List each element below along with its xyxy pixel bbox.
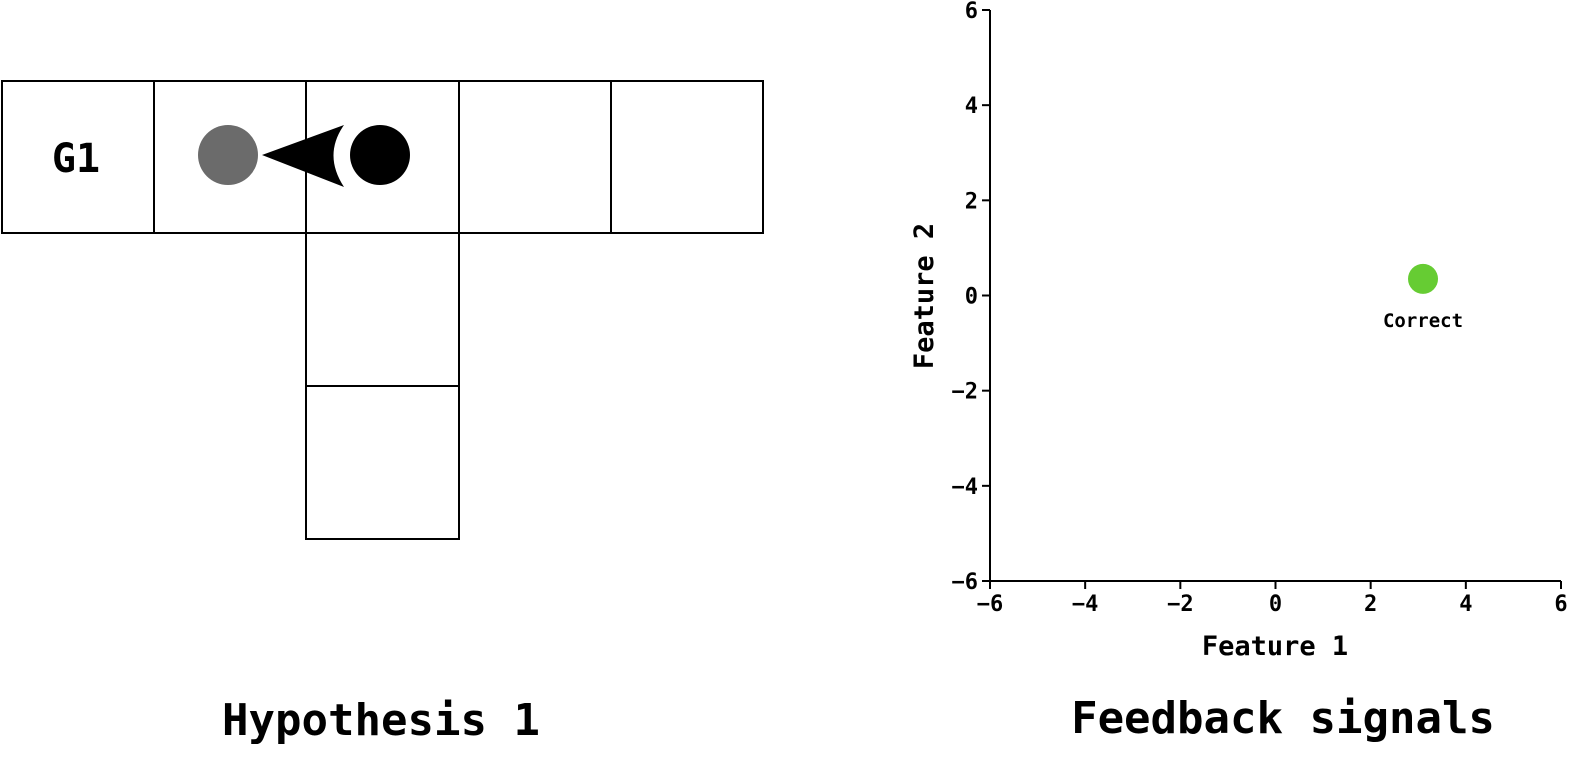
hypothesis-caption: Hypothesis 1 bbox=[222, 695, 540, 746]
x-axis-label: Feature 1 bbox=[1202, 631, 1348, 662]
chart-title: Feedback signals bbox=[1071, 693, 1495, 744]
grid-cell bbox=[610, 80, 764, 234]
y-ticks: −6 −4 −2 0 2 4 6 bbox=[952, 0, 990, 595]
x-ticks: −6 −4 −2 0 2 4 6 bbox=[977, 581, 1568, 617]
data-points: Correct bbox=[1383, 263, 1463, 332]
x-tick-label: −4 bbox=[1072, 592, 1099, 617]
grid-cell bbox=[458, 80, 612, 234]
x-tick-label: −6 bbox=[977, 592, 1004, 617]
move-left-arrow-icon bbox=[262, 125, 344, 187]
x-tick-label: 0 bbox=[1269, 592, 1282, 617]
data-point bbox=[1408, 263, 1439, 294]
gridworld: G1 Hypothesis 1 bbox=[1, 80, 764, 746]
y-tick-label: 2 bbox=[965, 189, 978, 214]
y-tick-label: 0 bbox=[965, 285, 978, 310]
data-point-label: Correct bbox=[1383, 310, 1463, 332]
x-tick-label: −2 bbox=[1167, 592, 1194, 617]
y-axis-label: Feature 2 bbox=[909, 223, 940, 369]
grid-cell bbox=[305, 232, 460, 387]
y-tick-label: 6 bbox=[965, 0, 978, 24]
grid-cell bbox=[305, 385, 460, 540]
x-tick-label: 6 bbox=[1554, 592, 1567, 617]
y-tick-label: −6 bbox=[952, 570, 979, 595]
goal-label: G1 bbox=[52, 136, 100, 182]
agent-marker bbox=[350, 125, 410, 185]
y-tick-label: −2 bbox=[952, 380, 979, 405]
previous-position-marker bbox=[198, 125, 258, 185]
y-tick-label: 4 bbox=[965, 94, 978, 119]
x-tick-label: 4 bbox=[1459, 592, 1472, 617]
y-tick-label: −4 bbox=[952, 475, 979, 500]
x-tick-label: 2 bbox=[1364, 592, 1377, 617]
